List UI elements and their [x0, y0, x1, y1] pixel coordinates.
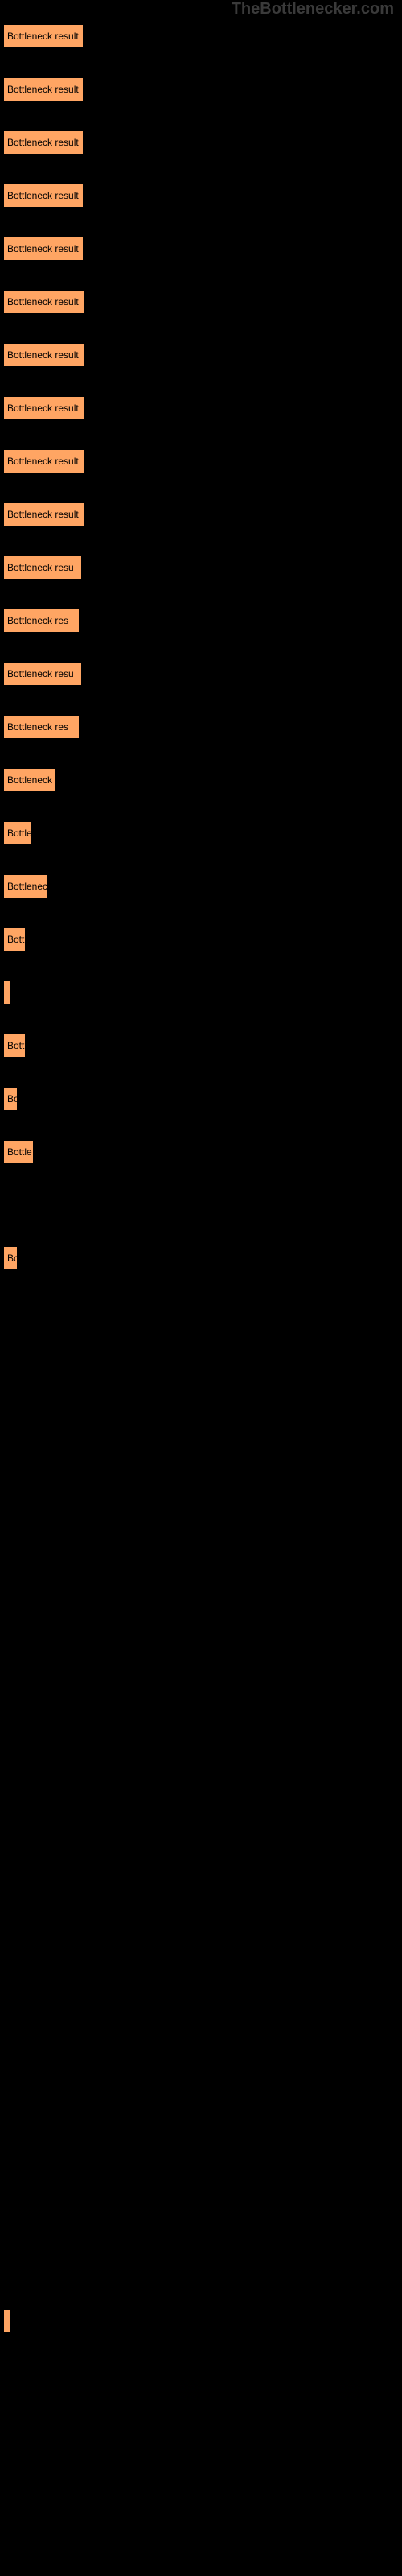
bar-row [3, 1777, 402, 1802]
bar-row [3, 1618, 402, 1642]
bar-label: Bottleneck res [7, 721, 68, 733]
bar [3, 2309, 11, 2333]
bar-row [3, 2309, 402, 2333]
bar-row: Bottleneck result [3, 77, 402, 101]
bar: Bott [3, 927, 26, 952]
bar: Bottleneck result [3, 184, 84, 208]
bar-label: Bottleneck result [7, 349, 79, 361]
bar: Bottleneck result [3, 77, 84, 101]
bar-row: Bo [3, 1246, 402, 1270]
bar-row: Bottlenec [3, 874, 402, 898]
bar-label: Bottleneck result [7, 84, 79, 95]
watermark-text: TheBottlenecker.com [232, 0, 394, 19]
bar: Bottleneck result [3, 24, 84, 48]
bar-label: Bottleneck result [7, 296, 79, 308]
bar-row: Bottleneck result [3, 24, 402, 48]
bar-label: Bottleneck result [7, 456, 79, 467]
bar-row: Bott [3, 1034, 402, 1058]
bar-label: Bo [7, 1253, 18, 1264]
bar: Bottleneck result [3, 237, 84, 261]
bar-row: Bottleneck result [3, 184, 402, 208]
bar-label: Bottleneck resu [7, 668, 74, 679]
bar-label: Bottleneck res [7, 615, 68, 626]
bar-row: Bottleneck result [3, 449, 402, 473]
bar: Bo [3, 1246, 18, 1270]
bar-row: Bott [3, 927, 402, 952]
bar-row [3, 2362, 402, 2386]
bar-label: Bottleneck result [7, 137, 79, 148]
bar-chart: Bottleneck result Bottleneck result Bottle… [0, 0, 402, 2492]
bar-label: Bottleneck [7, 774, 52, 786]
bar-row: Bottleneck result [3, 396, 402, 420]
bar-row: Bottleneck result [3, 237, 402, 261]
bar-row: Bottle [3, 1140, 402, 1164]
bar: Bottleneck resu [3, 662, 82, 686]
bar-label: Bott [7, 934, 24, 945]
bar [3, 980, 11, 1005]
bar-row [3, 1352, 402, 1377]
bar: Bottleneck result [3, 449, 85, 473]
bar-row [3, 1937, 402, 1961]
bar-row: Bottleneck resu [3, 555, 402, 580]
bar-row: Bottleneck res [3, 609, 402, 633]
bar-row [3, 2256, 402, 2280]
bar-row: Bottleneck result [3, 290, 402, 314]
bar: Bottleneck result [3, 396, 85, 420]
bar: Bottleneck res [3, 715, 80, 739]
bar-label: Bottleneck result [7, 509, 79, 520]
bar-row: Bo [3, 1087, 402, 1111]
bar-row [3, 2149, 402, 2174]
bar-label: Bottleneck result [7, 402, 79, 414]
bar-row: Bottleneck [3, 768, 402, 792]
bar: Bottleneck res [3, 609, 80, 633]
bar: Bottleneck result [3, 130, 84, 155]
bar-row [3, 2468, 402, 2492]
bar: Bottleneck resu [3, 555, 82, 580]
bar-row [3, 2096, 402, 2120]
bar-row [3, 1671, 402, 1695]
bar-label: Bottleneck result [7, 190, 79, 201]
bar: Bottle [3, 821, 31, 845]
bar-row: Bottleneck resu [3, 662, 402, 686]
bar: Bottlenec [3, 874, 47, 898]
bar: Bottleneck result [3, 343, 85, 367]
bar-row [3, 1831, 402, 1855]
bar-row: Bottleneck result [3, 502, 402, 526]
bar: Bottleneck [3, 768, 56, 792]
bar-label: Bott [7, 1040, 24, 1051]
bar: Bottleneck result [3, 502, 85, 526]
bar-label: Bottleneck result [7, 243, 79, 254]
bar-row [3, 1565, 402, 1589]
bar-row: Bottleneck result [3, 130, 402, 155]
bar-row [3, 1299, 402, 1323]
bar-row [3, 1193, 402, 1217]
bar-label: Bottle [7, 1146, 32, 1158]
bar-row [3, 980, 402, 1005]
bar-label: Bottlenec [7, 881, 47, 892]
bar-row [3, 2043, 402, 2067]
bar-label: Bottle [7, 828, 31, 839]
bar-row [3, 1884, 402, 1908]
bar: Bott [3, 1034, 26, 1058]
bar: Bottleneck result [3, 290, 85, 314]
bar-row [3, 1990, 402, 2014]
bar-row: Bottle [3, 821, 402, 845]
bar-row [3, 2415, 402, 2439]
bar: Bo [3, 1087, 18, 1111]
bar: Bottle [3, 1140, 34, 1164]
bar-label: Bo [7, 1093, 18, 1104]
bar-row: Bottleneck res [3, 715, 402, 739]
bar-row [3, 1406, 402, 1430]
bar-label: Bottleneck resu [7, 562, 74, 573]
bar-row: Bottleneck result [3, 343, 402, 367]
bar-row [3, 1512, 402, 1536]
bar-row [3, 1724, 402, 1748]
bar-row [3, 2202, 402, 2227]
bar-label: Bottleneck result [7, 31, 79, 42]
bar-row [3, 1459, 402, 1483]
